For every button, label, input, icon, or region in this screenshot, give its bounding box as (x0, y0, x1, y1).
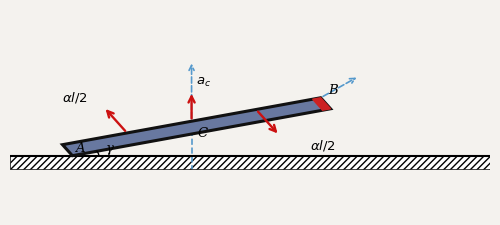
Polygon shape (312, 98, 330, 110)
Polygon shape (62, 98, 330, 156)
Text: $\alpha l/2$: $\alpha l/2$ (310, 138, 336, 153)
Text: γ: γ (106, 142, 114, 155)
Text: B: B (328, 84, 338, 97)
Bar (10, 156, 490, 169)
Text: $a_c$: $a_c$ (196, 76, 212, 89)
Text: A: A (75, 142, 85, 155)
Text: $\alpha l/2$: $\alpha l/2$ (62, 90, 88, 105)
Text: C: C (198, 127, 207, 140)
